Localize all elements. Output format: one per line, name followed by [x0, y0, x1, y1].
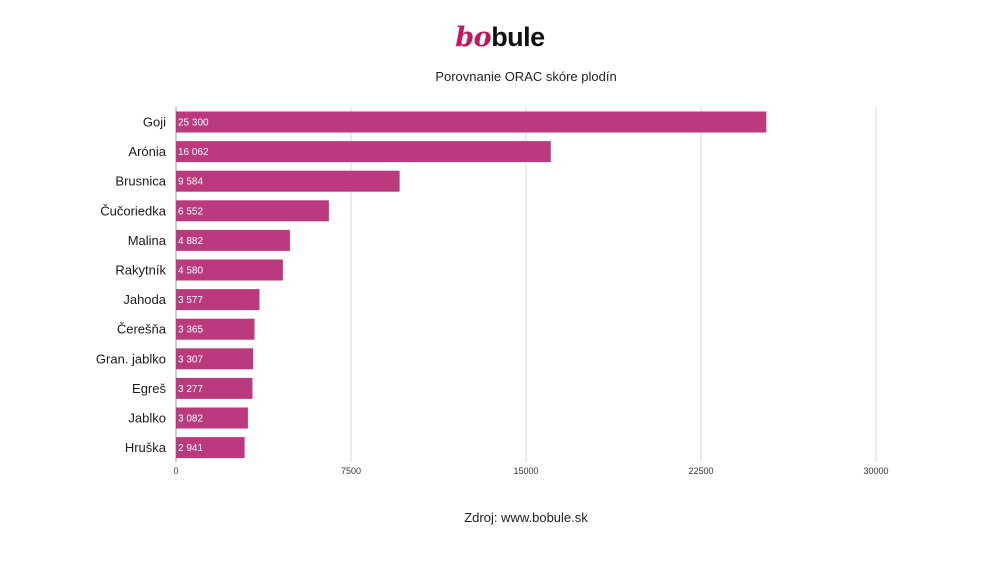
- category-label: Malina: [128, 233, 167, 248]
- category-label: Čerešňa: [117, 322, 167, 337]
- bar: [176, 377, 253, 399]
- value-label: 3 365: [178, 325, 203, 336]
- x-tick-label: 30000: [863, 466, 888, 476]
- x-axis-ticks: 0 7500 15000 22500 30000: [173, 466, 888, 476]
- bar: [176, 259, 283, 281]
- bar: [176, 289, 260, 311]
- x-tick-label: 15000: [513, 466, 538, 476]
- value-label: 25 300: [178, 118, 209, 129]
- bar: [176, 407, 248, 429]
- value-label: 9 584: [178, 177, 203, 188]
- value-label: 3 577: [178, 295, 203, 306]
- value-label: 16 062: [178, 147, 209, 158]
- value-label: 6 552: [178, 206, 203, 217]
- x-tick-label: 0: [173, 466, 178, 476]
- category-labels: Goji Arónia Brusnica Čučoriedka Malina Rakytn…: [96, 115, 167, 456]
- category-label: Hruška: [125, 440, 167, 455]
- bar: [176, 318, 255, 340]
- value-label: 4 882: [178, 236, 203, 247]
- category-label: Gran. jablko: [96, 351, 166, 366]
- x-tick-label: 22500: [688, 466, 713, 476]
- value-label: 3 277: [178, 384, 203, 395]
- bar: [176, 437, 245, 459]
- category-label: Rakytník: [115, 263, 166, 278]
- chart-title: Porovnanie ORAC skóre plodín: [435, 69, 617, 84]
- category-label: Arónia: [128, 144, 166, 159]
- value-label: 3 307: [178, 354, 203, 365]
- logo-text: bule: [491, 22, 545, 52]
- category-label: Jahoda: [123, 292, 166, 307]
- logo-mark: bo: [455, 22, 492, 53]
- bar: [176, 348, 254, 370]
- bar: [176, 170, 400, 192]
- category-label: Goji: [143, 115, 166, 130]
- gridlines: [175, 107, 877, 462]
- category-label: Egreš: [132, 381, 166, 396]
- value-label: 3 082: [178, 414, 203, 425]
- value-label: 4 580: [178, 266, 203, 277]
- bar: [176, 111, 767, 133]
- bar: [176, 200, 329, 222]
- bars: [176, 111, 767, 459]
- bar: [176, 229, 290, 251]
- x-tick-label: 7500: [341, 466, 361, 476]
- value-label: 2 941: [178, 443, 203, 454]
- category-label: Jablko: [128, 411, 166, 426]
- brand-logo: bobule: [0, 22, 1000, 53]
- bar: [176, 141, 551, 163]
- category-label: Čučoriedka: [100, 203, 167, 218]
- value-labels: 25 300 16 062 9 584 6 552 4 882 4 580 3 577 3 3…: [178, 118, 209, 455]
- category-label: Brusnica: [115, 174, 166, 189]
- source-note: Zdroj: www.bobule.sk: [464, 510, 588, 525]
